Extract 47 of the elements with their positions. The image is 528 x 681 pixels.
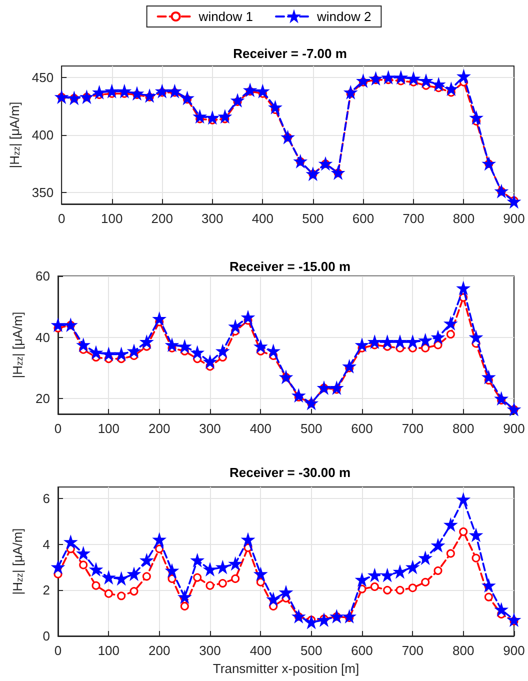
x-tick-label: 900 [503, 421, 525, 436]
x-tick-label: 100 [98, 421, 120, 436]
y-tick-label: 400 [32, 128, 54, 142]
y-tick-label: 6 [42, 490, 50, 506]
x-tick-label: 300 [202, 211, 224, 226]
y-axis-title: |Hzz| [μA/m] [7, 102, 22, 168]
y-tick-label: 350 [32, 185, 54, 200]
chart-title: Receiver = -30.00 m [229, 465, 351, 480]
x-tick-label: 300 [199, 643, 221, 658]
x-tick-label: 200 [148, 643, 170, 658]
y-tick-label: 40 [36, 330, 50, 345]
x-tick-label: 100 [98, 643, 120, 658]
x-tick-label: 200 [148, 421, 170, 436]
x-tick-label: 800 [452, 643, 474, 658]
chart-title: Receiver = -7.00 m [233, 46, 347, 61]
chart-title: Receiver = -15.00 m [229, 259, 351, 274]
x-tick-label: 500 [300, 421, 322, 436]
x-tick-label: 700 [402, 643, 424, 658]
x-tick-label: 600 [352, 211, 374, 226]
x-tick-label: 700 [402, 421, 424, 436]
y-tick-label: 0 [42, 628, 50, 644]
y-axis-title: |Hzz| [μA/m] [10, 528, 25, 595]
x-tick-label: 400 [250, 643, 272, 658]
x-tick-label: 800 [452, 211, 475, 226]
x-tick-label: 100 [101, 211, 123, 226]
x-tick-label: 200 [151, 211, 173, 226]
y-tick-label: 20 [36, 391, 50, 406]
x-tick-label: 800 [452, 421, 474, 436]
y-tick-label: 2 [42, 582, 50, 598]
x-tick-label: 900 [503, 211, 525, 226]
y-tick-label: 60 [36, 268, 50, 284]
x-tick-label: 700 [402, 211, 424, 226]
y-tick-label: 450 [32, 70, 54, 85]
x-tick-label: 500 [300, 643, 322, 658]
x-axis-title: Transmitter x-position [m] [212, 660, 360, 676]
x-tick-label: 500 [302, 211, 324, 226]
y-axis-title: |Hzz| [μA/m] [10, 312, 25, 378]
x-tick-label: 400 [250, 421, 272, 436]
legend-label: window 1 [198, 9, 254, 24]
legend-label: window 2 [316, 9, 372, 24]
x-tick-label: 600 [351, 421, 373, 436]
x-tick-label: 300 [199, 421, 221, 436]
y-tick-label: 4 [42, 536, 50, 552]
x-tick-label: 400 [252, 211, 274, 226]
x-tick-label: 600 [351, 643, 373, 658]
x-tick-label: 900 [503, 643, 525, 658]
x-tick-label: 0 [58, 211, 66, 226]
